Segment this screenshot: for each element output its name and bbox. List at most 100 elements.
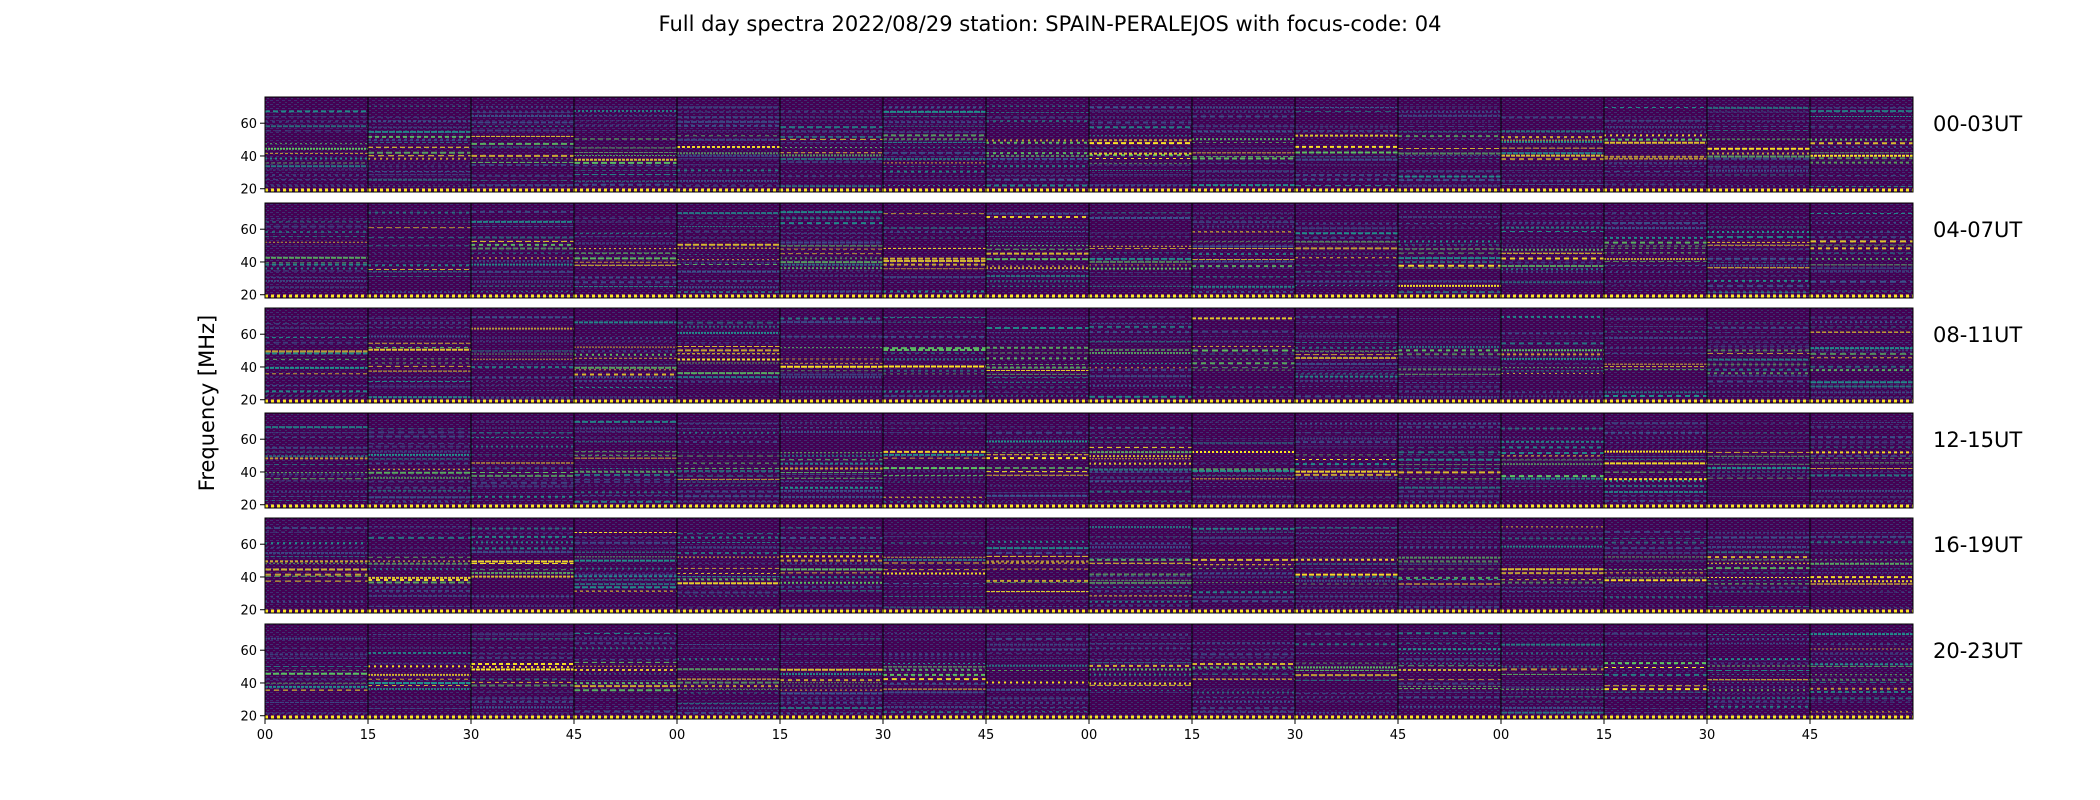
spectrum-segment — [676, 307, 781, 404]
spectra-rows: 20 40 60 00-03UT 20 40 60 04-07UT 20 40 60 08-11UT 2… — [240, 96, 2022, 725]
x-tick-label: 45 — [978, 728, 995, 743]
spectrum-segment — [573, 517, 678, 614]
y-tick-label: 40 — [240, 466, 257, 481]
spectrum-segment — [367, 412, 472, 509]
spectrum-segment — [1809, 202, 1914, 299]
spectrum-segment — [367, 623, 472, 720]
spectrum-segment — [882, 96, 987, 193]
y-tick-label: 20 — [240, 710, 257, 725]
spectrum-segment — [1397, 412, 1502, 509]
spectrum-segment — [1191, 517, 1296, 614]
spectrum-segment — [882, 412, 987, 509]
spectra-row: 20 40 60 04-07UT — [240, 202, 2022, 304]
x-tick-label: 00 — [669, 728, 686, 743]
y-tick-label: 40 — [240, 571, 257, 586]
spectrum-segment — [779, 307, 884, 404]
row-time-label: 00-03UT — [1933, 112, 2022, 136]
spectrum-segment — [470, 412, 575, 509]
row-time-label: 20-23UT — [1933, 639, 2022, 663]
x-tick-label: 30 — [875, 728, 892, 743]
y-tick-label: 40 — [240, 150, 257, 165]
spectrum-segment — [1397, 307, 1502, 404]
spectrum-segment — [1809, 517, 1914, 614]
y-axis-label: Frequency [MHz] — [195, 315, 219, 491]
spectrum-segment — [676, 412, 781, 509]
spectrum-segment — [470, 96, 575, 193]
x-tick-label: 15 — [360, 728, 377, 743]
x-tick-label: 15 — [1596, 728, 1613, 743]
spectrum-segment — [1191, 202, 1296, 299]
spectrum-segment — [1603, 412, 1708, 509]
y-tick-label: 20 — [240, 499, 257, 514]
spectrum-segment — [470, 517, 575, 614]
spectrum-segment — [985, 412, 1090, 509]
x-tick-label: 45 — [1802, 728, 1819, 743]
spectrum-segment — [470, 202, 575, 299]
spectrum-segment — [1294, 307, 1399, 404]
spectrum-segment — [1706, 517, 1811, 614]
spectrum-segment — [882, 623, 987, 720]
spectrum-segment — [1809, 96, 1914, 193]
y-tick-label: 60 — [240, 223, 257, 238]
spectrum-segment — [1294, 202, 1399, 299]
y-tick-label: 60 — [240, 538, 257, 553]
spectrum-segment — [1809, 412, 1914, 509]
spectrum-segment — [470, 307, 575, 404]
spectrum-segment — [1088, 307, 1193, 404]
spectra-row: 20 40 60 12-15UT — [240, 412, 2022, 514]
spectrum-segment — [1088, 202, 1193, 299]
spectrum-segment — [264, 96, 369, 193]
spectrum-segment — [882, 517, 987, 614]
spectrum-segment — [470, 623, 575, 720]
x-tick-label: 15 — [772, 728, 789, 743]
spectra-row: 20 40 60 16-19UT — [240, 517, 2022, 619]
x-tick-label: 00 — [1081, 728, 1098, 743]
spectrum-segment — [1706, 202, 1811, 299]
spectrum-segment — [1397, 517, 1502, 614]
spectrum-segment — [264, 517, 369, 614]
y-tick-label: 60 — [240, 644, 257, 659]
spectrum-segment — [1397, 623, 1502, 720]
spectra-row: 20 40 60 20-23UT — [240, 623, 2022, 725]
spectrum-segment — [1500, 412, 1605, 509]
spectrum-segment — [573, 623, 678, 720]
spectrum-segment — [1191, 307, 1296, 404]
row-time-label: 08-11UT — [1933, 323, 2022, 347]
x-tick-label: 30 — [1699, 728, 1716, 743]
spectrum-segment — [1500, 517, 1605, 614]
spectrum-segment — [264, 202, 369, 299]
x-axis-ticks: 00 15 30 45 00 15 30 45 00 15 30 45 00 15 30 45 — [257, 719, 1819, 743]
spectrum-segment — [882, 307, 987, 404]
row-time-label: 04-07UT — [1933, 218, 2022, 242]
spectrum-segment — [1191, 96, 1296, 193]
y-tick-label: 20 — [240, 183, 257, 198]
y-tick-label: 40 — [240, 677, 257, 692]
y-tick-label: 20 — [240, 604, 257, 619]
spectrum-segment — [1603, 623, 1708, 720]
spectrum-segment — [779, 517, 884, 614]
x-tick-label: 45 — [566, 728, 583, 743]
x-tick-label: 30 — [1287, 728, 1304, 743]
spectrum-segment — [1500, 307, 1605, 404]
spectrum-segment — [367, 202, 472, 299]
spectrum-segment — [1088, 623, 1193, 720]
spectrum-segment — [1706, 412, 1811, 509]
spectrum-segment — [1500, 623, 1605, 720]
x-tick-label: 30 — [463, 728, 480, 743]
y-tick-label: 20 — [240, 289, 257, 304]
spectrum-segment — [573, 202, 678, 299]
spectrum-segment — [1294, 96, 1399, 193]
x-tick-label: 00 — [1493, 728, 1510, 743]
spectrum-segment — [1706, 96, 1811, 193]
spectrum-segment — [985, 623, 1090, 720]
spectrum-segment — [779, 96, 884, 193]
row-time-label: 12-15UT — [1933, 428, 2022, 452]
spectrum-segment — [573, 307, 678, 404]
spectrum-segment — [676, 623, 781, 720]
spectrum-segment — [1603, 96, 1708, 193]
spectrum-segment — [573, 96, 678, 193]
spectrum-segment — [367, 96, 472, 193]
spectrum-segment — [1603, 202, 1708, 299]
spectrum-segment — [779, 623, 884, 720]
